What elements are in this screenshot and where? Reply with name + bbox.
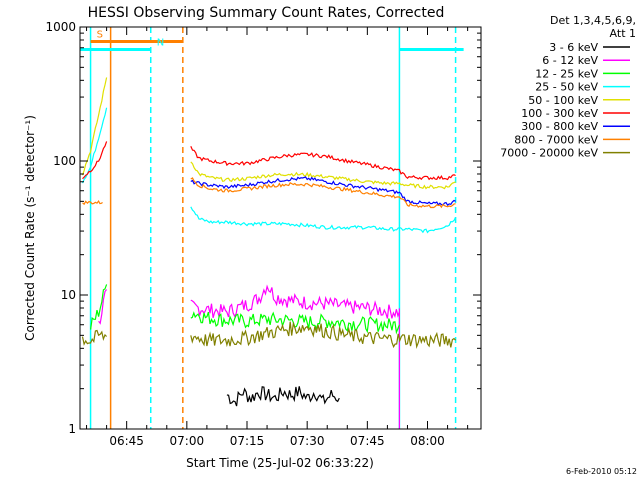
series-line	[226, 386, 340, 407]
y-tick-label: 10	[61, 288, 76, 302]
x-tick-label: 07:00	[170, 434, 205, 448]
flag-label: N	[157, 37, 164, 48]
x-tick-label: 07:15	[230, 434, 265, 448]
series-line	[98, 289, 108, 325]
flag-label: S	[97, 29, 103, 40]
y-tick-label: 1000	[45, 20, 76, 34]
axes	[79, 26, 482, 430]
legend-label: 300 - 800 keV	[521, 120, 598, 133]
legend-label: 800 - 7000 keV	[514, 133, 598, 146]
series-line	[190, 321, 457, 349]
footer-timestamp: 6-Feb-2010 05:12	[566, 467, 637, 476]
series-line	[190, 177, 456, 209]
series-line	[190, 206, 457, 234]
legend-label: 50 - 100 keV	[528, 94, 598, 107]
x-axis: 06:45 07:00 07:15 07:30 07:45 08:00	[86, 27, 469, 448]
series-line	[90, 284, 108, 330]
legend-label: 100 - 300 keV	[521, 107, 598, 120]
y-axis: 1 10 100 1000	[45, 20, 481, 436]
legend-label: 3 - 6 keV	[549, 41, 598, 54]
y-tick-label: 100	[53, 154, 76, 168]
x-tick-label: 07:30	[290, 434, 325, 448]
series-line	[190, 284, 400, 319]
series-line	[81, 329, 108, 346]
series-line	[190, 176, 456, 206]
series-line	[81, 77, 108, 176]
x-tick-label: 07:45	[350, 434, 385, 448]
series-layer	[81, 77, 457, 429]
y-axis-label: Corrected Count Rate (s⁻¹ detector⁻¹)	[23, 115, 37, 341]
x-tick-label: 06:45	[109, 434, 144, 448]
series-line	[82, 141, 108, 180]
x-axis-label: Start Time (25-Jul-02 06:33:22)	[186, 456, 374, 470]
legend-label: 7000 - 20000 keV	[500, 147, 598, 160]
legend-label: 25 - 50 keV	[535, 81, 598, 94]
legend-header-line-2: Att 1	[610, 27, 636, 40]
y-tick-label: 1	[68, 422, 76, 436]
plot-frame	[79, 26, 482, 430]
chart-title: HESSI Observing Summary Count Rates, Cor…	[88, 5, 445, 21]
series-line	[82, 200, 103, 206]
series-line	[190, 161, 456, 190]
series-line	[81, 107, 108, 184]
x-tick-label: 08:00	[410, 434, 445, 448]
legend-header-line-1: Det 1,3,4,5,6,9,	[550, 14, 636, 27]
legend-label: 6 - 12 keV	[542, 54, 598, 67]
legend-label: 12 - 25 keV	[535, 67, 598, 80]
series-line	[190, 146, 456, 181]
